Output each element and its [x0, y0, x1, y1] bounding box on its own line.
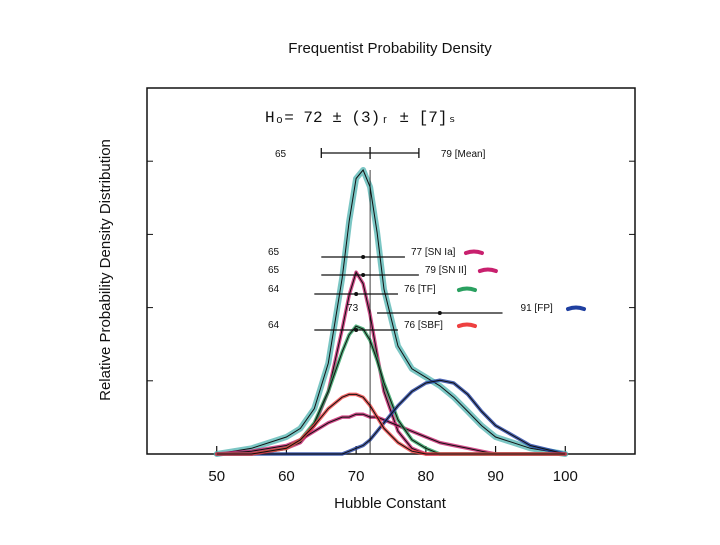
range-high-label: 91 [FP]	[521, 303, 553, 314]
x-tick-label: 80	[418, 468, 435, 485]
range-center-dot	[361, 255, 366, 259]
range-swatch	[456, 286, 477, 292]
mean-high-label: 79 [Mean]	[441, 149, 486, 160]
x-tick-label: 50	[208, 468, 225, 485]
method-ranges: 65 77 [SN Ia] 65 79 [SN II] 64 76 [TF] 73 91 [F…	[268, 247, 586, 332]
density-curves	[213, 167, 569, 457]
range-swatch	[456, 322, 477, 328]
chart-title: Frequentist Probability Density	[288, 40, 492, 57]
x-tick-label: 70	[348, 468, 365, 485]
range-high-label: 77 [SN Ia]	[411, 247, 456, 258]
mean-bracket: 65 79 [Mean]	[275, 147, 486, 160]
range-low-label: 65	[268, 265, 280, 276]
range-low-label: 65	[268, 247, 280, 258]
range-center-dot	[354, 328, 359, 332]
plot-frame	[146, 87, 636, 455]
combined-curve	[216, 169, 566, 455]
sn-ia-curve	[216, 270, 566, 455]
range-center-dot	[354, 292, 359, 296]
range-center-dot	[437, 311, 442, 315]
hubble-result-formula: Hₒ= 72 ± (3)ᵣ ± [7]ₛ	[265, 109, 457, 127]
range-center-dot	[361, 273, 366, 277]
range-high-label: 76 [TF]	[404, 284, 436, 295]
range-swatch	[566, 305, 586, 311]
range-high-label: 79 [SN II]	[425, 265, 467, 276]
sbf-curve	[216, 393, 566, 455]
range-high-label: 76 [SBF]	[404, 320, 443, 331]
x-tick-label: 60	[278, 468, 295, 485]
axis-ticks: 50 60 70 80 90 100	[147, 160, 635, 485]
y-axis-label: Relative Probability Density Distributio…	[97, 139, 114, 401]
range-low-label: 64	[268, 284, 280, 295]
range-swatch	[477, 267, 498, 273]
fp-curve	[216, 379, 566, 455]
x-tick-label: 100	[553, 468, 578, 485]
x-axis-label: Hubble Constant	[334, 495, 447, 512]
x-tick-label: 90	[487, 468, 504, 485]
mean-low-label: 65	[275, 149, 287, 160]
range-low-label: 73	[347, 303, 359, 314]
range-low-label: 64	[268, 320, 280, 331]
range-swatch	[463, 249, 484, 255]
sn-ia-curve-halo	[214, 270, 568, 456]
